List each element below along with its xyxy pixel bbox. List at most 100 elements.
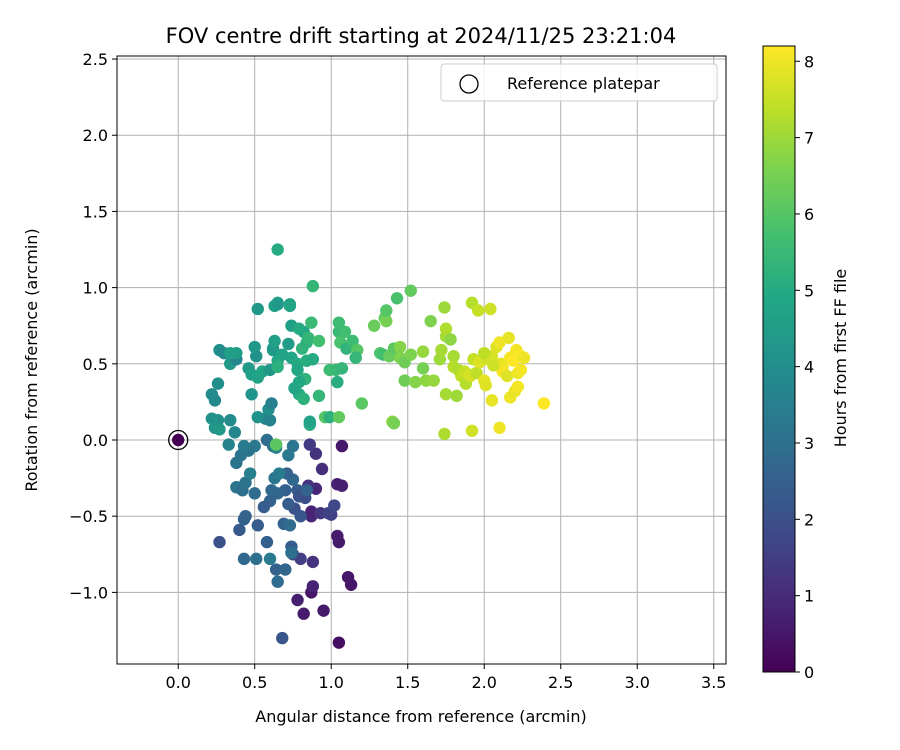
- data-point: [398, 374, 411, 387]
- colorbar-label: Hours from first FF file: [831, 269, 850, 448]
- data-point: [271, 243, 284, 256]
- colorbar: [762, 45, 796, 673]
- data-point: [438, 427, 451, 441]
- data-point: [172, 433, 185, 447]
- data-point: [387, 417, 401, 430]
- data-point: [248, 340, 261, 354]
- data-point: [276, 631, 289, 645]
- data-point: [331, 529, 344, 543]
- data-point: [265, 484, 278, 497]
- data-point: [537, 397, 551, 410]
- colorbar-tick-label: 3: [804, 434, 814, 453]
- data-point: [271, 360, 284, 374]
- x-tick-label: 3.0: [625, 673, 650, 692]
- data-point: [286, 439, 300, 453]
- data-point: [335, 362, 349, 375]
- data-point: [485, 394, 499, 407]
- colorbar-ticks: 0 1 2 3 4 5 6 7 8: [795, 52, 814, 682]
- colorbar-tick-label: 2: [804, 510, 814, 529]
- data-point: [222, 438, 235, 451]
- data-point: [251, 519, 264, 532]
- data-point: [211, 377, 225, 390]
- data-point: [233, 523, 246, 537]
- data-point: [260, 433, 274, 447]
- chart-title: FOV centre drift starting at 2024/11/25 …: [166, 24, 677, 48]
- data-point: [250, 552, 263, 566]
- x-tick-label: 2.5: [548, 673, 573, 692]
- data-point: [416, 345, 430, 358]
- data-point: [228, 426, 242, 439]
- data-point: [282, 497, 295, 511]
- data-point: [435, 343, 448, 357]
- legend-box: [440, 63, 718, 102]
- data-point: [306, 580, 320, 593]
- data-point: [294, 509, 307, 523]
- colorbar-tick-label: 1: [804, 587, 814, 606]
- data-point: [251, 302, 264, 316]
- x-tick-label: 3.5: [701, 673, 726, 692]
- data-point: [297, 392, 310, 406]
- colorbar-tick-label: 0: [804, 663, 814, 682]
- y-tick-label: 1.5: [83, 202, 108, 221]
- y-tick-label: 2.5: [83, 50, 108, 69]
- data-point: [257, 500, 271, 514]
- data-point: [349, 351, 362, 364]
- plot-frame: [116, 55, 727, 665]
- y-tick-label: −0.5: [69, 507, 108, 526]
- x-tick-label: 0.0: [165, 673, 190, 692]
- data-point: [404, 348, 417, 361]
- data-point: [479, 378, 492, 392]
- data-point: [260, 535, 274, 549]
- data-point: [237, 552, 251, 566]
- colorbar-tick-label: 8: [804, 52, 814, 71]
- data-point: [338, 325, 352, 339]
- data-point: [332, 316, 346, 329]
- data-point: [305, 316, 318, 329]
- data-point: [380, 304, 393, 317]
- data-point: [250, 349, 263, 363]
- data-point: [447, 349, 460, 363]
- data-point: [243, 467, 257, 480]
- data-point: [493, 421, 506, 435]
- colorbar-tick-label: 4: [804, 358, 814, 377]
- data-point: [355, 397, 369, 410]
- data-point: [478, 346, 491, 360]
- data-point: [245, 388, 258, 401]
- data-point: [282, 449, 295, 462]
- data-point: [500, 369, 514, 383]
- colorbar-tick-label: 7: [804, 129, 814, 148]
- data-point: [306, 353, 320, 366]
- data-point: [317, 604, 330, 617]
- data-point: [309, 447, 323, 460]
- data-point: [502, 331, 515, 345]
- data-point: [303, 438, 316, 451]
- data-point: [439, 388, 453, 401]
- data-point: [409, 375, 422, 389]
- data-point: [514, 363, 528, 377]
- data-point: [239, 509, 252, 523]
- data-point: [517, 351, 531, 364]
- data-point: [493, 336, 506, 349]
- data-point: [283, 299, 297, 313]
- data-point: [248, 487, 261, 500]
- data-point: [300, 484, 313, 497]
- x-tick-label: 1.5: [395, 673, 420, 692]
- data-point: [332, 636, 346, 649]
- x-tick-label: 2.0: [472, 673, 497, 692]
- data-point: [288, 381, 301, 395]
- data-point: [224, 346, 237, 360]
- data-point: [279, 563, 292, 576]
- data-point: [331, 477, 344, 491]
- data-point: [439, 322, 453, 335]
- data-point: [302, 331, 315, 345]
- y-tick-label: 0.0: [83, 431, 108, 450]
- y-tick-label: 0.5: [83, 355, 108, 374]
- data-point: [438, 301, 451, 314]
- data-point: [390, 292, 404, 305]
- data-point: [344, 578, 358, 591]
- y-tick-label: 1.0: [83, 279, 108, 298]
- legend: Reference platepar: [440, 63, 718, 102]
- grid: [117, 56, 726, 664]
- data-point: [335, 439, 349, 453]
- legend-label-reference: Reference platepar: [507, 74, 660, 93]
